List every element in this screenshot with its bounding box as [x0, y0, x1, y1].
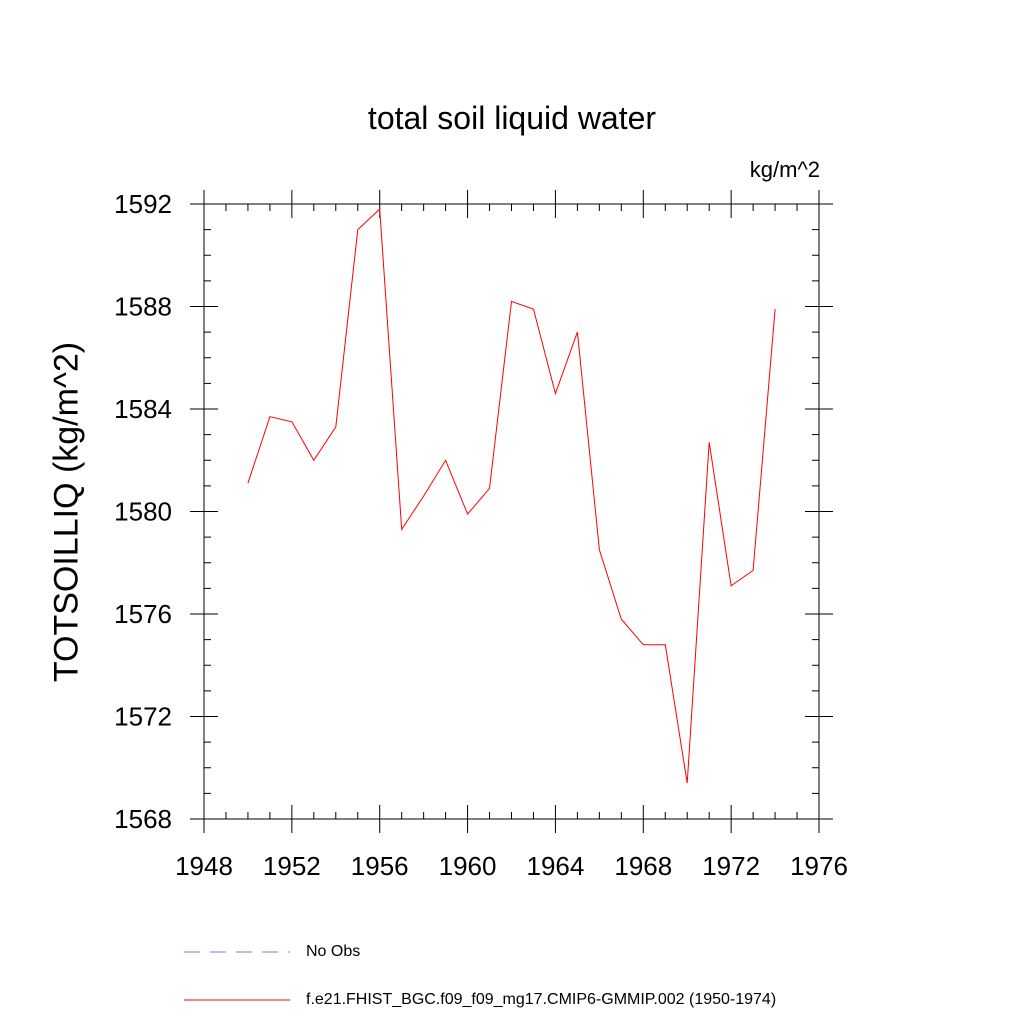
legend-swatch-dashed [184, 951, 290, 953]
units-label: kg/m^2 [749, 157, 820, 182]
y-tick-label: 1592 [114, 189, 172, 219]
legend-item-no-obs: No Obs [182, 942, 360, 962]
y-tick-label: 1580 [114, 497, 172, 527]
x-tick-label: 1972 [702, 851, 760, 881]
plot-frame [203, 203, 820, 820]
x-tick-label: 1960 [439, 851, 497, 881]
x-tick-label: 1964 [527, 851, 585, 881]
legend-swatch-solid [184, 999, 290, 1001]
legend-label-model-run: f.e21.FHIST_BGC.f09_f09_mg17.CMIP6-GMMIP… [306, 991, 777, 1008]
x-tick-label: 1968 [614, 851, 672, 881]
y-tick-label: 1576 [114, 599, 172, 629]
y-tick-label: 1572 [114, 702, 172, 732]
x-tick-label: 1952 [263, 851, 321, 881]
x-tick-label: 1948 [175, 851, 233, 881]
legend-label-no-obs: No Obs [306, 943, 361, 960]
series-line-1 [247, 208, 776, 784]
y-tick-label: 1584 [114, 394, 172, 424]
y-tick-label: 1568 [114, 804, 172, 834]
x-tick-label: 1976 [790, 851, 848, 881]
x-tick-label: 1956 [351, 851, 409, 881]
chart-title: total soil liquid water [367, 100, 657, 136]
y-tick-label: 1588 [114, 292, 172, 322]
legend-item-model-run: f.e21.FHIST_BGC.f09_f09_mg17.CMIP6-GMMIP… [182, 990, 776, 1010]
